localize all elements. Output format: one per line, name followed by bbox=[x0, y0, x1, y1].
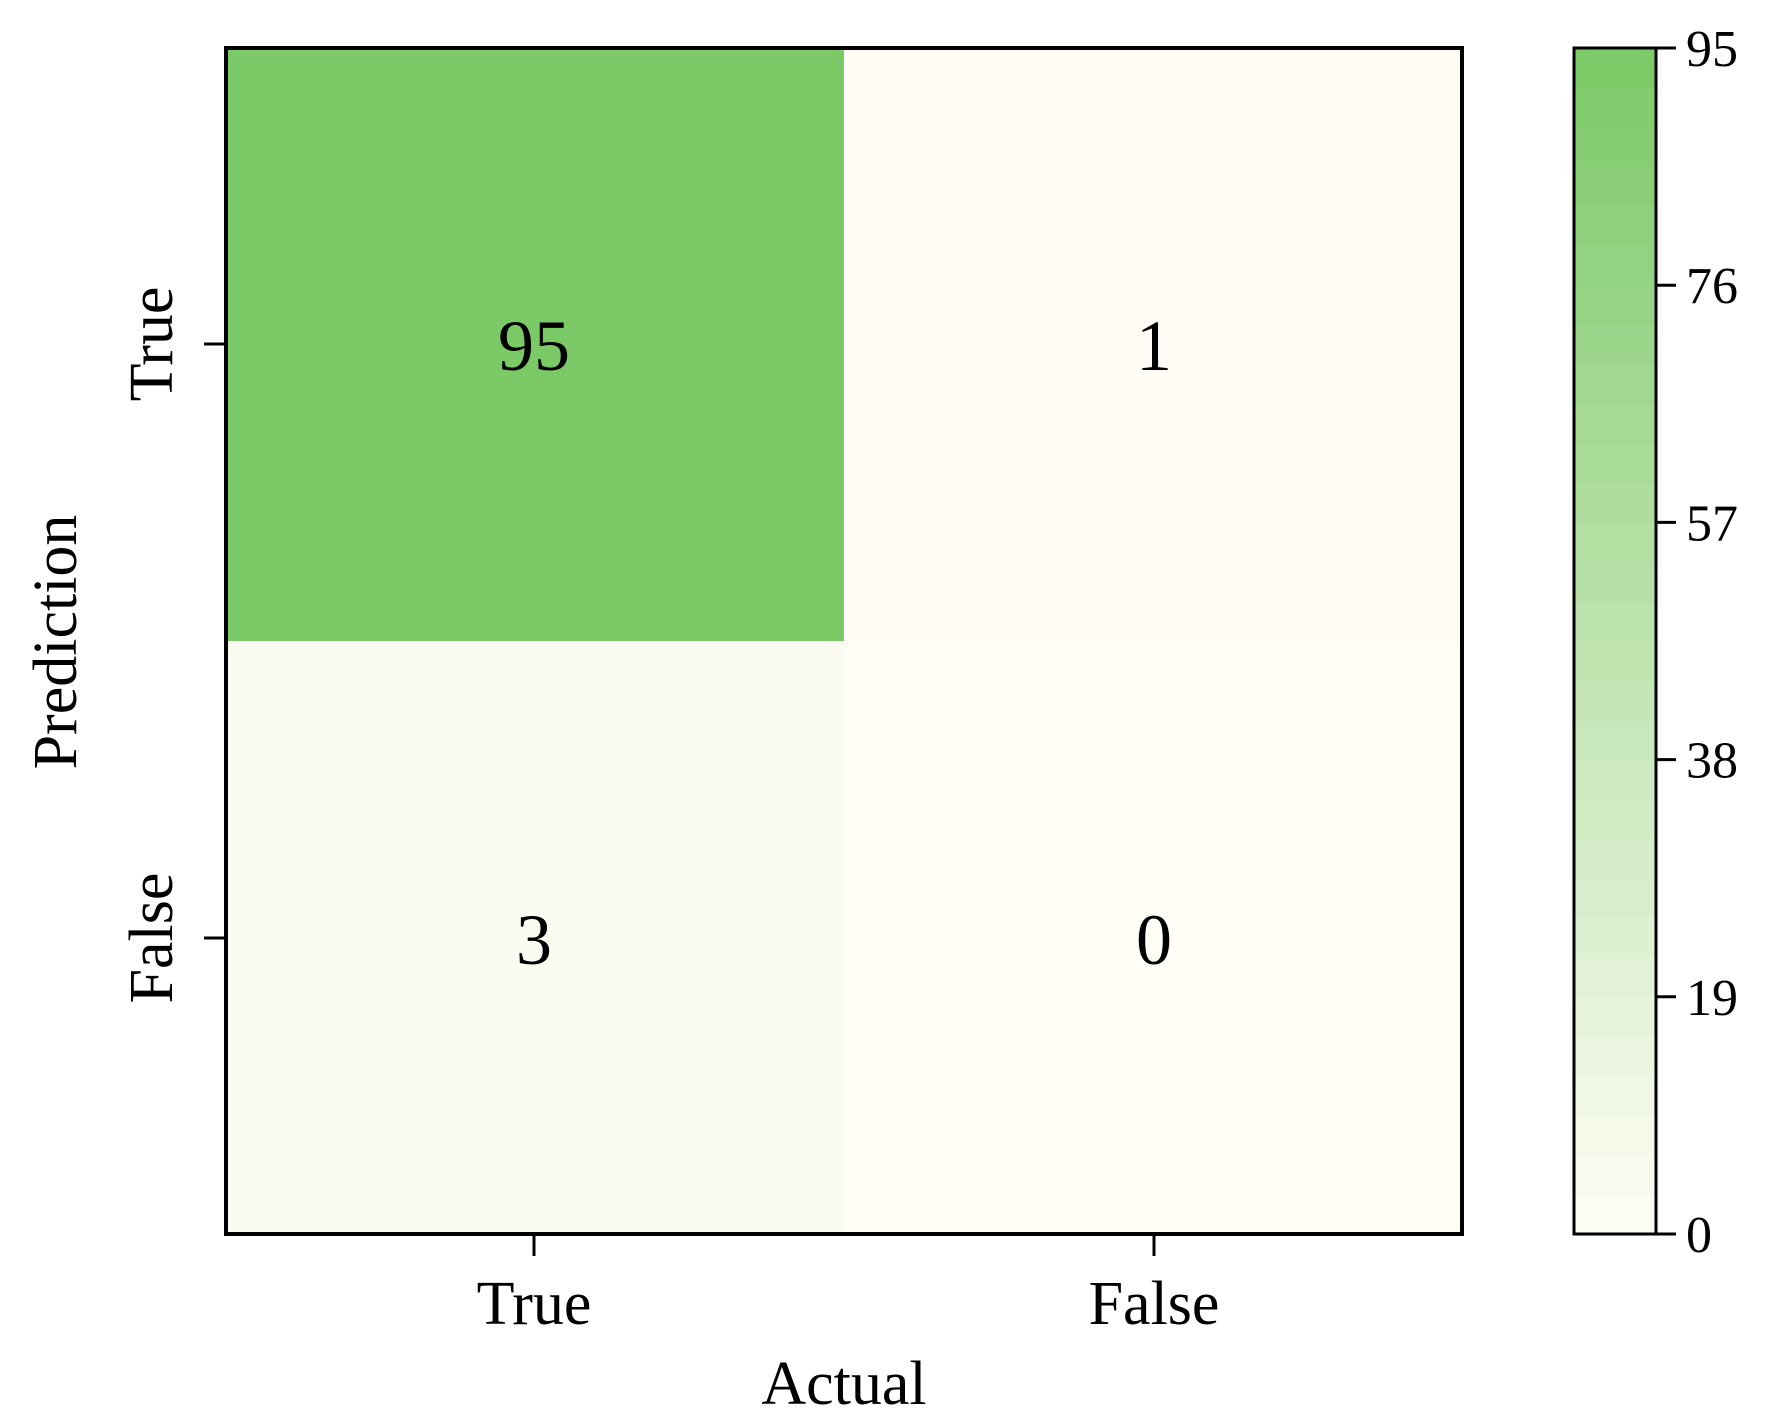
cell-label-true-true: 95 bbox=[498, 306, 570, 386]
y-tick-label-true: True bbox=[118, 287, 186, 402]
colorbar-tick-label: 76 bbox=[1686, 258, 1738, 315]
colorbar-band bbox=[1574, 285, 1656, 326]
colorbar-band bbox=[1574, 87, 1656, 128]
colorbar-band bbox=[1574, 838, 1656, 879]
cell-label-true-false: 3 bbox=[516, 900, 552, 980]
heatmap-cell-false-false bbox=[844, 641, 1462, 1234]
colorbar-band bbox=[1574, 1036, 1656, 1077]
cell-label-false-false: 0 bbox=[1136, 900, 1172, 980]
colorbar-band bbox=[1574, 1194, 1656, 1235]
colorbar-band bbox=[1574, 166, 1656, 207]
plot-frame bbox=[224, 46, 1464, 1236]
cell-label-false-true: 1 bbox=[1136, 306, 1172, 386]
x-tick-label-false: False bbox=[1089, 1270, 1220, 1338]
colorbar-band bbox=[1574, 324, 1656, 365]
colorbar-tick-label: 0 bbox=[1686, 1207, 1712, 1264]
colorbar-tick-label: 95 bbox=[1686, 21, 1738, 78]
colorbar-band bbox=[1574, 1075, 1656, 1116]
colorbar-band bbox=[1574, 1154, 1656, 1195]
y-axis-title: Prediction bbox=[22, 515, 90, 770]
colorbar-band bbox=[1574, 482, 1656, 523]
colorbar bbox=[1574, 48, 1656, 1235]
heatmap-cell-true-true bbox=[226, 48, 844, 641]
y-tick-label-false: False bbox=[118, 873, 186, 1004]
colorbar-frame bbox=[1572, 46, 1658, 1236]
colorbar-band bbox=[1574, 403, 1656, 444]
colorbar-band bbox=[1574, 601, 1656, 642]
x-tick-label-true: True bbox=[477, 1270, 592, 1338]
colorbar-band bbox=[1574, 522, 1656, 563]
heatmap-cell-false-true bbox=[844, 48, 1462, 641]
colorbar-tick-label: 57 bbox=[1686, 495, 1738, 552]
colorbar-tick-label: 38 bbox=[1686, 733, 1738, 790]
colorbar-band bbox=[1574, 996, 1656, 1037]
colorbar-band bbox=[1574, 957, 1656, 998]
colorbar-band bbox=[1574, 641, 1656, 682]
colorbar-band bbox=[1574, 206, 1656, 247]
heatmap-cell-true-false bbox=[226, 641, 844, 1234]
colorbar-band bbox=[1574, 759, 1656, 800]
colorbar-band bbox=[1574, 720, 1656, 761]
x-axis-title: Actual bbox=[761, 1350, 926, 1418]
colorbar-band bbox=[1574, 245, 1656, 286]
colorbar-band bbox=[1574, 364, 1656, 405]
colorbar-band bbox=[1574, 917, 1656, 958]
colorbar-band bbox=[1574, 127, 1656, 168]
colorbar-band bbox=[1574, 443, 1656, 484]
colorbar-band bbox=[1574, 48, 1656, 89]
colorbar-band bbox=[1574, 878, 1656, 919]
colorbar-band bbox=[1574, 799, 1656, 840]
colorbar-band bbox=[1574, 1115, 1656, 1156]
colorbar-ticks: 0 19 38 57 76 95 bbox=[1656, 21, 1738, 1264]
heatmap-cells bbox=[226, 48, 1462, 1234]
colorbar-band bbox=[1574, 680, 1656, 721]
colorbar-tick-label: 19 bbox=[1686, 970, 1738, 1027]
colorbar-band bbox=[1574, 561, 1656, 602]
